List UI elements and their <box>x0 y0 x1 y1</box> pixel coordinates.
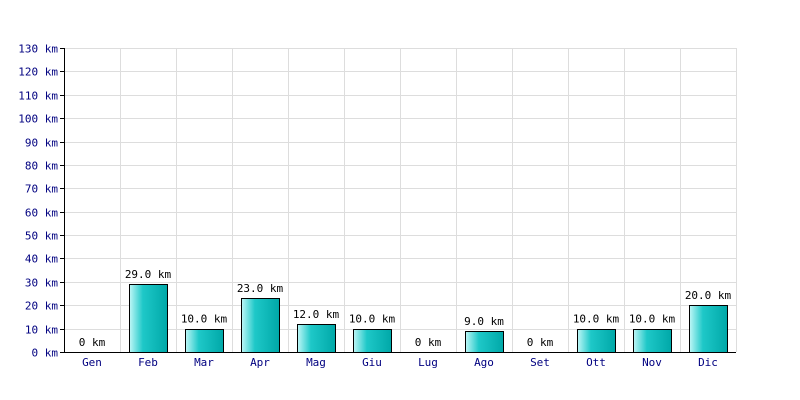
bar-ago <box>465 331 504 353</box>
bar-mar <box>185 329 224 353</box>
data-label: 10.0 km <box>573 313 620 326</box>
x-tick-label: Gen <box>82 356 102 369</box>
bar-giu <box>353 329 392 353</box>
x-tick-label: Feb <box>138 356 158 369</box>
x-tick-label: Mar <box>194 356 214 369</box>
y-tick-label: 50 km <box>25 230 58 243</box>
bar-apr <box>241 298 280 353</box>
data-label: 10.0 km <box>181 313 228 326</box>
y-tick-label: 60 km <box>25 207 58 220</box>
y-tick-label: 70 km <box>25 183 58 196</box>
data-label: 0 km <box>79 336 106 349</box>
y-tick-label: 130 km <box>18 43 58 56</box>
y-tick-label: 100 km <box>18 113 58 126</box>
data-label: 0 km <box>415 336 442 349</box>
bar-ott <box>577 329 616 353</box>
y-tick-label: 10 km <box>25 324 58 337</box>
y-tick-label: 120 km <box>18 66 58 79</box>
data-label: 23.0 km <box>237 282 284 295</box>
x-tick-label: Nov <box>642 356 662 369</box>
bar-nov <box>633 329 672 353</box>
axis-layer <box>60 48 736 353</box>
x-tick-label: Ago <box>474 356 494 369</box>
data-label: 0 km <box>527 336 554 349</box>
grid-layer <box>64 48 737 352</box>
x-tick-label: Apr <box>250 356 270 369</box>
bar-feb <box>129 284 168 353</box>
y-tick-label: 90 km <box>25 137 58 150</box>
bar-dic <box>689 305 728 353</box>
x-tick-label: Giu <box>362 356 382 369</box>
data-label: 10.0 km <box>629 313 676 326</box>
y-tick-label: 80 km <box>25 160 58 173</box>
y-tick-label: 0 km <box>32 347 59 360</box>
y-tick-label: 20 km <box>25 300 58 313</box>
x-tick-label: Set <box>530 356 550 369</box>
x-tick-label: Ott <box>586 356 606 369</box>
data-label: 20.0 km <box>685 289 732 302</box>
data-label: 12.0 km <box>293 308 340 321</box>
data-label: 10.0 km <box>349 313 396 326</box>
x-tick-label: Dic <box>698 356 718 369</box>
bar-layer <box>129 284 728 353</box>
data-label: 29.0 km <box>125 268 172 281</box>
data-label: 9.0 km <box>464 315 504 328</box>
x-tick-label: Mag <box>306 356 326 369</box>
y-tick-label: 30 km <box>25 277 58 290</box>
y-tick-label: 110 km <box>18 90 58 103</box>
y-tick-label: 40 km <box>25 253 58 266</box>
x-tick-label: Lug <box>418 356 438 369</box>
bar-mag <box>297 324 336 353</box>
label-layer: 0 km 10 km 20 km 30 km 40 km 50 km 60 km 70 km 8… <box>18 43 731 370</box>
